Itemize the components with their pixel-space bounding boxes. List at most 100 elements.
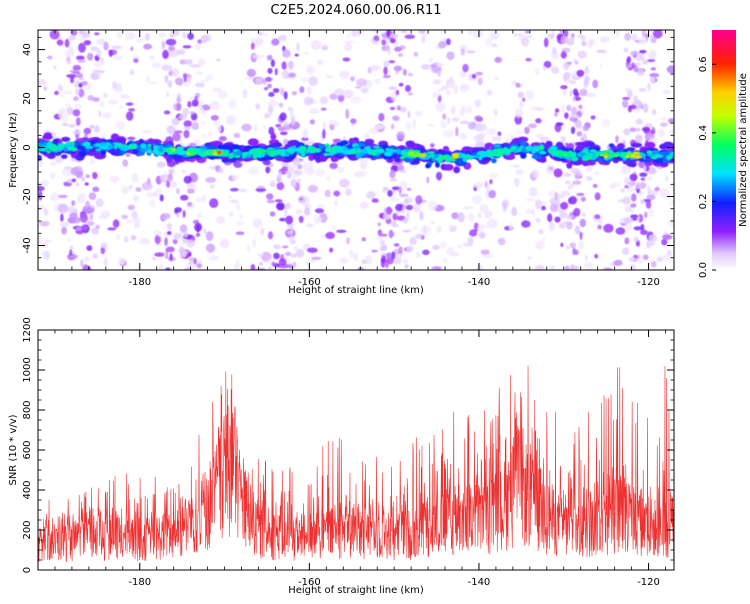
- heatmap-cell: [629, 104, 637, 110]
- heatmap-cell: [525, 89, 535, 100]
- heatmap-cell: [585, 141, 596, 148]
- heatmap-cell: [592, 183, 598, 188]
- heatmap-cell: [370, 30, 382, 34]
- heatmap-cell: [336, 229, 347, 233]
- heatmap-cell: [360, 87, 369, 94]
- heatmap-cell: [161, 213, 171, 220]
- heatmap-cell: [353, 252, 359, 261]
- heatmap-cell: [579, 218, 586, 228]
- heatmap-cell: [413, 202, 421, 213]
- heatmap-hotspot: [217, 150, 222, 154]
- heatmap-cell: [184, 267, 192, 270]
- heatmap-cell: [360, 201, 369, 210]
- heatmap-cell: [225, 115, 236, 126]
- heatmap-cell: [428, 57, 434, 63]
- heatmap-cell: [361, 237, 366, 242]
- heatmap-cell: [95, 198, 104, 208]
- heatmap-cell: [293, 170, 303, 175]
- heatmap-cell: [346, 33, 351, 38]
- heatmap-cell: [635, 134, 643, 142]
- heatmap-cell: [346, 237, 350, 245]
- heatmap-cell: [651, 150, 660, 154]
- heatmap-hotspot: [609, 152, 616, 158]
- heatmap-cell: [146, 191, 154, 198]
- x-tick-label: -140: [468, 277, 491, 288]
- heatmap-cell: [112, 142, 120, 146]
- heatmap-cell: [330, 147, 339, 153]
- heatmap-cell: [378, 113, 385, 122]
- heatmap-cell: [51, 144, 59, 151]
- heatmap-cell: [415, 195, 423, 205]
- heatmap-cell: [486, 89, 493, 96]
- heatmap-cell: [432, 244, 440, 251]
- heatmap-cell: [428, 154, 436, 158]
- heatmap-cell: [384, 44, 391, 52]
- heatmap-cell: [390, 91, 398, 101]
- heatmap-cell: [637, 68, 645, 77]
- heatmap-cell: [468, 212, 475, 222]
- heatmap-cell: [270, 59, 275, 68]
- heatmap-cell: [647, 59, 656, 63]
- heatmap-cell: [323, 152, 328, 157]
- heatmap-cell: [241, 152, 248, 156]
- heatmap-cell: [139, 147, 147, 153]
- heatmap-cell: [575, 120, 582, 128]
- heatmap-cell: [395, 203, 403, 212]
- heatmap-cell: [513, 177, 520, 188]
- spectrogram-heatmap: [38, 30, 674, 270]
- heatmap-cell: [599, 36, 610, 44]
- heatmap-cell: [668, 118, 674, 124]
- heatmap-cell: [339, 70, 350, 80]
- heatmap-cell: [616, 30, 620, 38]
- heatmap-cell: [281, 70, 290, 79]
- heatmap-cell: [394, 46, 402, 52]
- heatmap-cell: [488, 190, 497, 199]
- heatmap-cell: [554, 216, 561, 223]
- heatmap-cell: [300, 153, 306, 158]
- heatmap-cell: [168, 79, 173, 88]
- heatmap-cell: [569, 242, 576, 249]
- heatmap-cell: [208, 255, 220, 262]
- heatmap-cell: [527, 256, 532, 260]
- heatmap-cell: [111, 45, 122, 50]
- heatmap-hotspot: [620, 153, 628, 157]
- heatmap-cell: [649, 73, 660, 78]
- heatmap-cell: [406, 211, 410, 221]
- heatmap-cell: [340, 140, 349, 146]
- heatmap-cell: [426, 151, 435, 155]
- heatmap-cell: [166, 231, 172, 235]
- heatmap-cell: [650, 67, 657, 71]
- heatmap-hotspot: [464, 155, 470, 159]
- heatmap-cell: [188, 257, 195, 262]
- heatmap-cell: [486, 218, 498, 229]
- colorbar-gradient: [712, 30, 736, 270]
- heatmap-cell: [635, 181, 642, 190]
- heatmap-cell: [264, 32, 269, 38]
- heatmap-cell: [527, 35, 533, 38]
- heatmap-cell: [324, 143, 331, 148]
- heatmap-cell: [631, 142, 643, 148]
- heatmap-cell: [435, 62, 445, 68]
- heatmap-cell: [624, 237, 630, 245]
- heatmap-cell: [560, 51, 567, 59]
- heatmap-cell: [231, 175, 241, 181]
- heatmap-cell: [173, 232, 180, 241]
- heatmap-cell: [58, 84, 63, 92]
- heatmap-cell: [83, 40, 92, 46]
- heatmap-cell: [506, 154, 516, 160]
- heatmap-cell: [312, 43, 320, 48]
- heatmap-cell: [569, 89, 573, 97]
- heatmap-cell: [265, 166, 271, 174]
- heatmap-cell: [294, 53, 299, 57]
- heatmap-cell: [349, 249, 354, 258]
- heatmap-cell: [511, 164, 521, 168]
- heatmap-cell: [200, 34, 208, 44]
- heatmap-cell: [274, 67, 278, 76]
- heatmap-cell: [287, 172, 292, 179]
- heatmap-cell: [543, 60, 552, 69]
- heatmap-cell: [329, 123, 335, 131]
- heatmap-cell: [304, 51, 308, 56]
- heatmap-cell: [460, 48, 465, 55]
- heatmap-cell: [324, 189, 331, 198]
